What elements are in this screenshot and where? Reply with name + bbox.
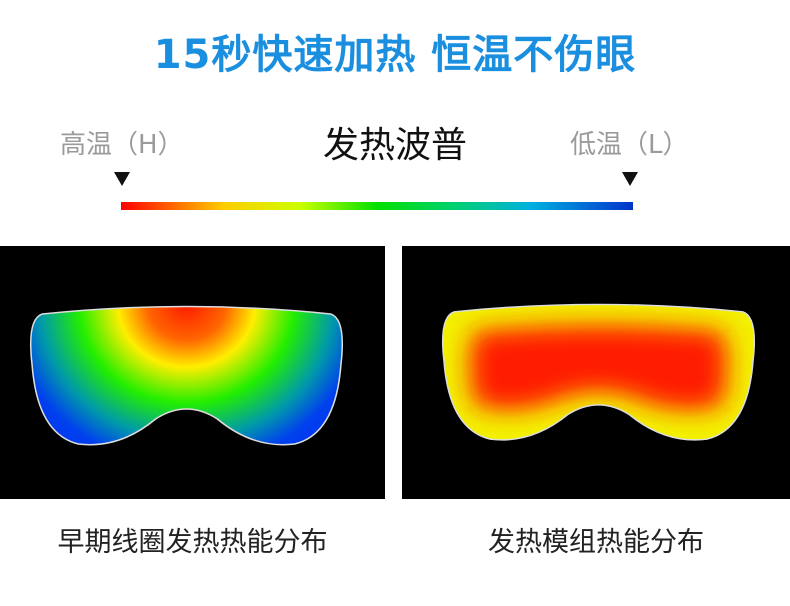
high-label: 高温（H） (60, 130, 184, 160)
marker-low (622, 172, 638, 186)
spectrum-bar (121, 202, 633, 210)
caption: 早期线圈发热热能分布 (57, 527, 328, 558)
title: 15秒快速加热 恒温不伤眼 (153, 32, 637, 78)
goggle-right (441, 303, 756, 441)
spectrum-label: 发热波普 (322, 125, 467, 166)
low-label: 低温（L） (570, 130, 689, 160)
marker-high (114, 172, 130, 186)
caption: 发热模组热能分布 (488, 527, 704, 558)
